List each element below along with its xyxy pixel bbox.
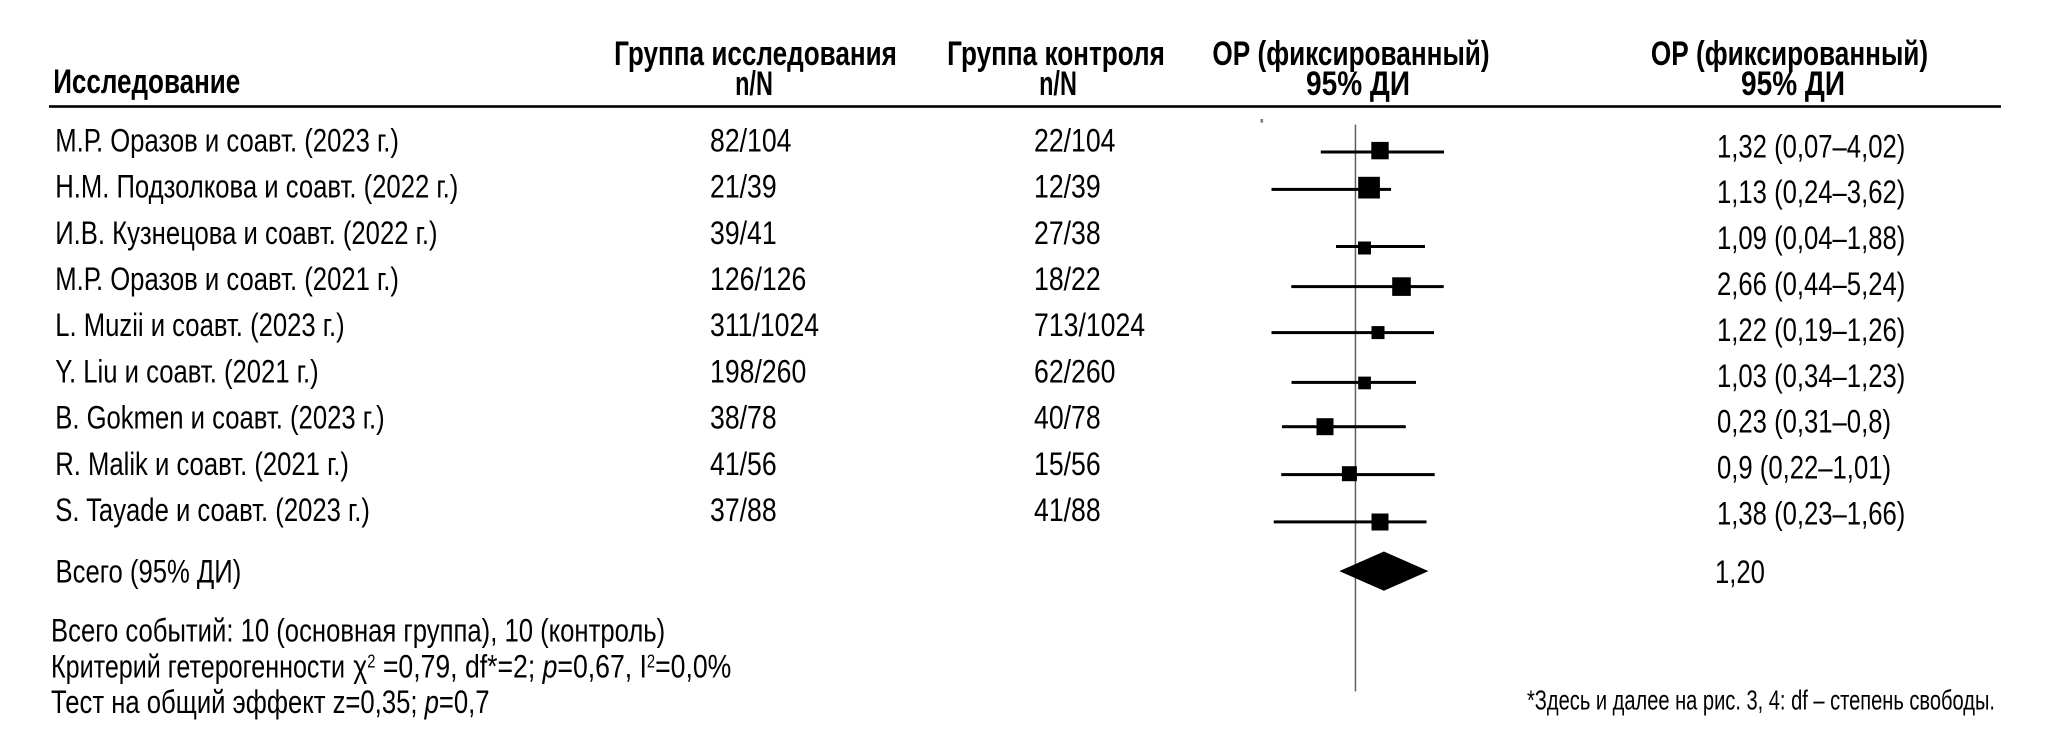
- svg-text:2,66 (0,44–5,24): 2,66 (0,44–5,24): [1717, 266, 1905, 303]
- svg-text:1,09 (0,04–1,88): 1,09 (0,04–1,88): [1717, 220, 1905, 257]
- svg-text:62/260: 62/260: [1034, 354, 1115, 390]
- svg-text:Критерий гетерогенности: Критерий гетерогенности: [51, 650, 345, 686]
- svg-text:82/104: 82/104: [710, 123, 791, 159]
- svg-text:1,13 (0,24–3,62): 1,13 (0,24–3,62): [1717, 174, 1905, 211]
- svg-text:ОР (фиксированный): ОР (фиксированный): [1651, 36, 1928, 73]
- svg-text:95% ДИ: 95% ДИ: [1306, 65, 1410, 103]
- svg-text:Н.М. Подзолкова и соавт. (2022: Н.М. Подзолкова и соавт. (2022 г.): [55, 169, 458, 206]
- svg-text:198/260: 198/260: [710, 354, 806, 390]
- svg-text:L. Muzii и соавт. (2023 г.): L. Muzii и соавт. (2023 г.): [55, 307, 345, 344]
- svg-text:40/78: 40/78: [1034, 400, 1101, 436]
- svg-text:0,23 (0,31–0,8): 0,23 (0,31–0,8): [1717, 404, 1891, 441]
- svg-text:Y. Liu и соавт. (2021 г.): Y. Liu и соавт. (2021 г.): [55, 354, 318, 391]
- svg-text:1,38 (0,23–1,66): 1,38 (0,23–1,66): [1717, 496, 1905, 533]
- svg-text:41/88: 41/88: [1034, 493, 1101, 529]
- svg-text:21/39: 21/39: [710, 169, 777, 205]
- svg-text:0,9 (0,22–1,01): 0,9 (0,22–1,01): [1717, 450, 1891, 487]
- svg-text:37/88: 37/88: [710, 493, 777, 529]
- svg-text:Группа исследования: Группа исследования: [614, 36, 897, 73]
- svg-text:М.Р. Оразов и соавт. (2021 г.): М.Р. Оразов и соавт. (2021 г.): [55, 261, 399, 298]
- svg-text:311/1024: 311/1024: [710, 308, 819, 344]
- svg-text:1,20: 1,20: [1715, 554, 1765, 591]
- svg-text:Группа контроля: Группа контроля: [947, 36, 1165, 73]
- svg-text:n/N: n/N: [735, 66, 773, 103]
- svg-text:713/1024: 713/1024: [1034, 308, 1145, 344]
- svg-text:41/56: 41/56: [710, 446, 777, 482]
- svg-text:И.В. Кузнецова и соавт. (2022: И.В. Кузнецова и соавт. (2022 г.): [55, 215, 437, 252]
- svg-text:S. Tayade и соавт. (2023 г.): S. Tayade и соавт. (2023 г.): [55, 492, 370, 529]
- svg-text:1,22 (0,19–1,26): 1,22 (0,19–1,26): [1717, 312, 1905, 349]
- svg-text:39/41: 39/41: [710, 215, 777, 251]
- svg-text:B. Gokmen и соавт. (2023 г.): B. Gokmen и соавт. (2023 г.): [55, 400, 384, 437]
- svg-text:12/39: 12/39: [1034, 169, 1101, 205]
- svg-text:38/78: 38/78: [710, 400, 777, 436]
- svg-text:R. Malik и соавт. (2021 г.): R. Malik и соавт. (2021 г.): [55, 446, 349, 483]
- svg-text:ОР (фиксированный): ОР (фиксированный): [1212, 36, 1489, 73]
- svg-text:15/56: 15/56: [1034, 446, 1101, 482]
- svg-text:1,32 (0,07–4,02): 1,32 (0,07–4,02): [1717, 128, 1905, 165]
- svg-text:18/22: 18/22: [1034, 262, 1101, 298]
- svg-text:χ2 =0,79, df*=2; p=0,67, I2=0,: χ2 =0,79, df*=2; p=0,67, I2=0,0%: [353, 649, 731, 685]
- svg-text:95% ДИ: 95% ДИ: [1741, 65, 1845, 103]
- svg-text:*Здесь и далее на рис. 3, 4: d: *Здесь и далее на рис. 3, 4: df – степен…: [1527, 685, 1995, 716]
- svg-text:n/N: n/N: [1039, 66, 1077, 103]
- svg-text:1,03 (0,34–1,23): 1,03 (0,34–1,23): [1717, 358, 1905, 395]
- svg-text:М.Р. Оразов и соавт. (2023 г.): М.Р. Оразов и соавт. (2023 г.): [55, 123, 399, 160]
- svg-text:Тест на общий эффект z=0,35; p: Тест на общий эффект z=0,35; p=0,7: [51, 684, 490, 721]
- svg-text:Всего (95% ДИ): Всего (95% ДИ): [56, 554, 242, 591]
- svg-text:126/126: 126/126: [710, 262, 806, 298]
- svg-text:Всего событий: 10 (основная гр: Всего событий: 10 (основная группа), 10 …: [51, 613, 665, 650]
- svg-text:22/104: 22/104: [1034, 123, 1115, 159]
- svg-text:27/38: 27/38: [1034, 215, 1101, 251]
- svg-text:Исследование: Исследование: [53, 64, 240, 101]
